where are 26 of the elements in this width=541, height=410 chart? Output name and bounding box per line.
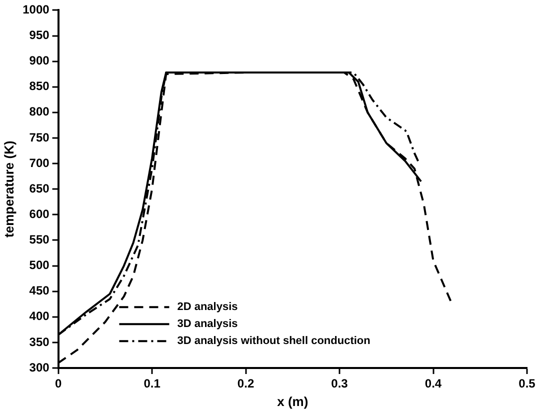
y-tick-label: 1000 xyxy=(22,2,50,17)
y-tick-label: 400 xyxy=(29,309,50,324)
y-tick-label: 500 xyxy=(29,258,50,272)
y-tick-label: 750 xyxy=(29,130,50,144)
y-tick-label: 600 xyxy=(29,206,50,221)
y-tick-label: 950 xyxy=(29,28,50,42)
legend-label: 3D analysis xyxy=(177,318,238,330)
y-tick-label: 450 xyxy=(29,284,50,298)
y-tick-label: 650 xyxy=(29,181,50,196)
y-tick-label: 900 xyxy=(29,54,50,68)
x-tick-label: 0.5 xyxy=(518,376,536,391)
legend-label: 3D analysis without shell conduction xyxy=(177,335,371,348)
y-axis-title: temperature (K) xyxy=(1,140,16,238)
x-axis-title: x (m) xyxy=(277,394,308,409)
y-tick-label: 550 xyxy=(29,232,50,247)
y-tick-label: 350 xyxy=(29,334,50,349)
y-tick-label: 850 xyxy=(29,79,50,94)
x-tick-label: 0.4 xyxy=(424,376,442,391)
y-tick-label: 700 xyxy=(29,156,50,170)
x-tick-label: 0.1 xyxy=(144,376,161,391)
x-tick-label: 0.2 xyxy=(237,376,254,391)
x-tick-label: 0 xyxy=(54,376,62,391)
legend-label: 2D analysis xyxy=(177,301,238,314)
y-tick-label: 800 xyxy=(29,104,50,119)
x-tick-label: 0.3 xyxy=(331,376,348,391)
y-tick-label: 300 xyxy=(29,360,50,374)
